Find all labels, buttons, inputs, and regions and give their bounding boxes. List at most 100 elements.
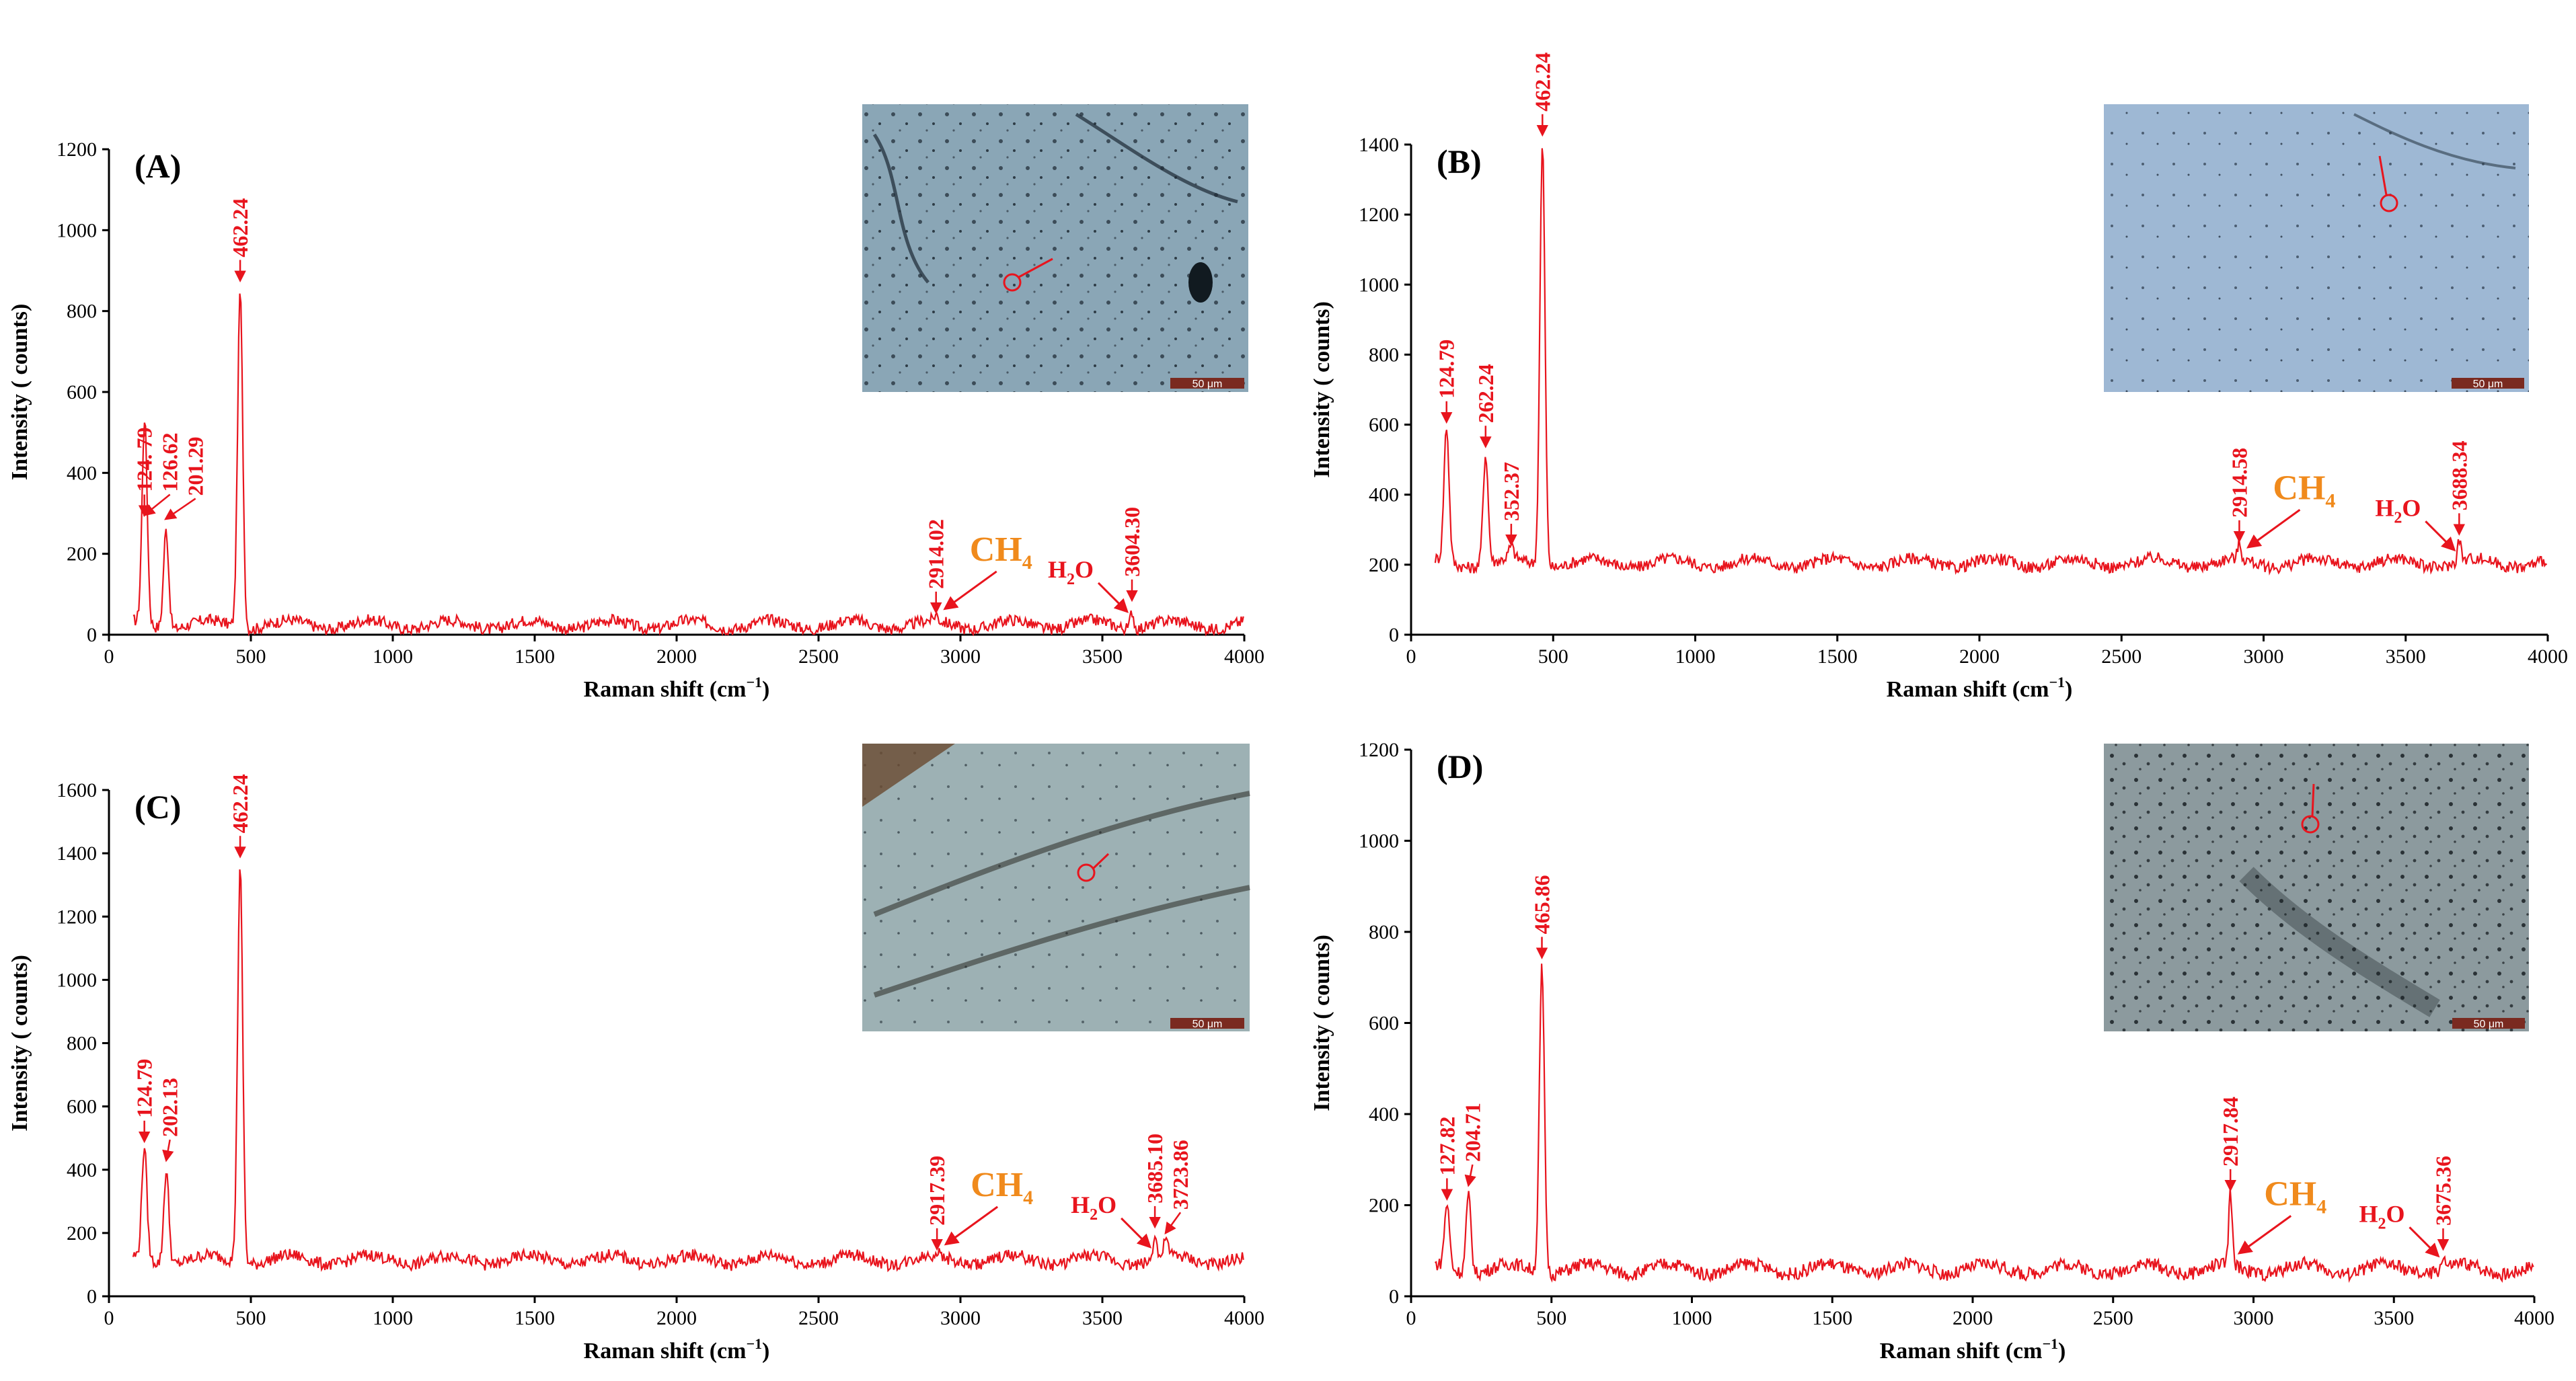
x-axis-title-sup: −1 — [2042, 1335, 2058, 1352]
x-tick-label: 3000 — [940, 645, 981, 668]
y-tick-label: 1200 — [1359, 204, 1399, 226]
x-tick-label: 2500 — [2093, 1307, 2133, 1329]
peak-label: 2917.84 — [2218, 1097, 2242, 1167]
h2o-label: H2O — [1071, 1191, 1116, 1224]
y-tick-label: 600 — [1369, 1013, 1399, 1035]
x-tick-label: 0 — [104, 645, 114, 668]
x-tick-label: 500 — [236, 1307, 266, 1329]
peak-label: 124. 79 — [132, 428, 157, 492]
x-axis-title: Raman shift (cm−1) — [1880, 1335, 2066, 1364]
y-tick-label: 0 — [87, 1286, 97, 1308]
peak-label: 204.71 — [1460, 1103, 1484, 1162]
x-tick-label: 4000 — [2514, 1307, 2554, 1329]
ch4-label: CH4 — [2273, 469, 2335, 512]
ch4-text: CH — [2273, 469, 2325, 507]
peak-label: 462.24 — [228, 774, 252, 833]
x-tick-label: 2000 — [656, 1307, 697, 1329]
y-tick-label: 800 — [1369, 921, 1399, 943]
x-tick-label: 0 — [1406, 1307, 1416, 1329]
y-tick-label: 200 — [1369, 554, 1399, 576]
y-tick-label: 800 — [67, 301, 97, 323]
h2o-label: H2O — [1048, 556, 1094, 588]
scale-bar-text: 50 μm — [2474, 1019, 2504, 1030]
peak-label: 462.24 — [1530, 52, 1554, 112]
h2o-text: H — [1071, 1191, 1090, 1218]
h2o-arrow — [1097, 582, 1129, 613]
x-tick-label: 2500 — [2101, 645, 2142, 668]
chart-panel: 0 500 1000 1500 2000 2500 3000 3500 4000 0 200 400 6… — [7, 774, 1264, 1364]
y-axis-title: Intensity ( counts) — [1310, 301, 1334, 478]
y-tick-label: 600 — [67, 381, 97, 403]
h2o-label: H2O — [2375, 494, 2421, 526]
x-tick-label: 1000 — [1672, 1307, 1712, 1329]
x-axis-title-text: Raman shift (cm — [584, 677, 747, 702]
panel-label: (C) — [135, 788, 181, 826]
h2o-subscript: 2 — [1067, 571, 1075, 588]
panel-label: (B) — [1437, 143, 1482, 180]
chart-panel: 0 500 1000 1500 2000 2500 3000 3500 4000 0 200 400 6… — [7, 139, 1264, 702]
y-tick-label: 1200 — [56, 906, 97, 928]
peak-label: 3604.30 — [1120, 507, 1144, 577]
h2o-label: H2O — [2359, 1200, 2404, 1232]
y-tick-label: 800 — [67, 1033, 97, 1055]
spectrum-line — [1434, 148, 2548, 576]
peak-arrow — [1464, 1164, 1476, 1187]
h2o-text: H — [2375, 494, 2394, 521]
peak-label: 2914.58 — [2227, 448, 2251, 518]
peak-label: 126.62 — [158, 433, 182, 492]
x-tick-label: 500 — [1536, 1307, 1566, 1329]
x-axis-title-sup: −1 — [746, 674, 762, 690]
ch4-subscript: 4 — [2325, 489, 2335, 512]
y-axis-title: Intensity ( counts) — [1310, 935, 1334, 1111]
x-tick-label: 500 — [1538, 645, 1568, 668]
y-tick-label: 1000 — [1359, 274, 1399, 296]
y-axis-title: Intensity ( counts) — [7, 304, 32, 481]
peak-label: 201.29 — [184, 437, 208, 496]
photomicrograph-inset-d: 50 μm — [2104, 744, 2529, 1031]
peak-label: 202.13 — [158, 1078, 182, 1137]
y-tick-label: 0 — [1389, 624, 1399, 646]
x-axis-title-end: ) — [2065, 677, 2072, 702]
x-tick-label: 2000 — [1953, 1307, 1993, 1329]
x-axis-title-text: Raman shift (cm — [1880, 1339, 2043, 1364]
x-tick-label: 3000 — [940, 1307, 981, 1329]
ch4-subscript: 4 — [2316, 1195, 2326, 1218]
ch4-text: CH — [970, 530, 1022, 569]
ch4-subscript: 4 — [1022, 551, 1032, 574]
x-tick-label: 0 — [104, 1307, 114, 1329]
y-tick-label: 1400 — [56, 842, 97, 865]
x-axis-title-text: Raman shift (cm — [1887, 677, 2049, 702]
x-axis-title: Raman shift (cm−1) — [1887, 674, 2073, 702]
h2o-arrow — [2425, 520, 2456, 552]
x-tick-label: 1500 — [515, 1307, 555, 1329]
peak-label: 2917.39 — [925, 1156, 949, 1226]
y-tick-label: 1000 — [1359, 830, 1399, 853]
y-tick-label: 600 — [1369, 414, 1399, 436]
y-tick-label: 400 — [67, 462, 97, 484]
x-tick-label: 500 — [236, 645, 266, 668]
scale-bar-text: 50 μm — [1192, 379, 1223, 390]
x-tick-label: 1000 — [373, 1307, 413, 1329]
spectrum-line — [132, 869, 1244, 1273]
peak-label: 352.37 — [1499, 462, 1523, 521]
ch4-text: CH — [971, 1166, 1023, 1204]
peak-label: 3688.34 — [2447, 440, 2471, 510]
x-tick-label: 3000 — [2244, 645, 2284, 668]
x-tick-label: 1000 — [1675, 645, 1716, 668]
h2o-arrow — [2409, 1226, 2440, 1258]
x-tick-label: 1500 — [1812, 1307, 1852, 1329]
scale-bar-text: 50 μm — [1192, 1019, 1223, 1030]
ch4-arrow — [2246, 509, 2301, 549]
peak-arrow — [162, 1139, 174, 1162]
x-axis-title: Raman shift (cm−1) — [584, 674, 770, 702]
x-axis-title-end: ) — [2058, 1339, 2066, 1364]
x-tick-label: 4000 — [1224, 645, 1264, 668]
ch4-label: CH4 — [970, 530, 1032, 574]
y-tick-label: 200 — [1369, 1195, 1399, 1217]
x-axis-title-end: ) — [762, 1339, 769, 1364]
h2o-text: O — [2386, 1200, 2404, 1227]
ch4-label: CH4 — [2264, 1175, 2326, 1218]
peak-label: 124.79 — [1435, 340, 1459, 399]
x-tick-label: 3500 — [2386, 645, 2426, 668]
